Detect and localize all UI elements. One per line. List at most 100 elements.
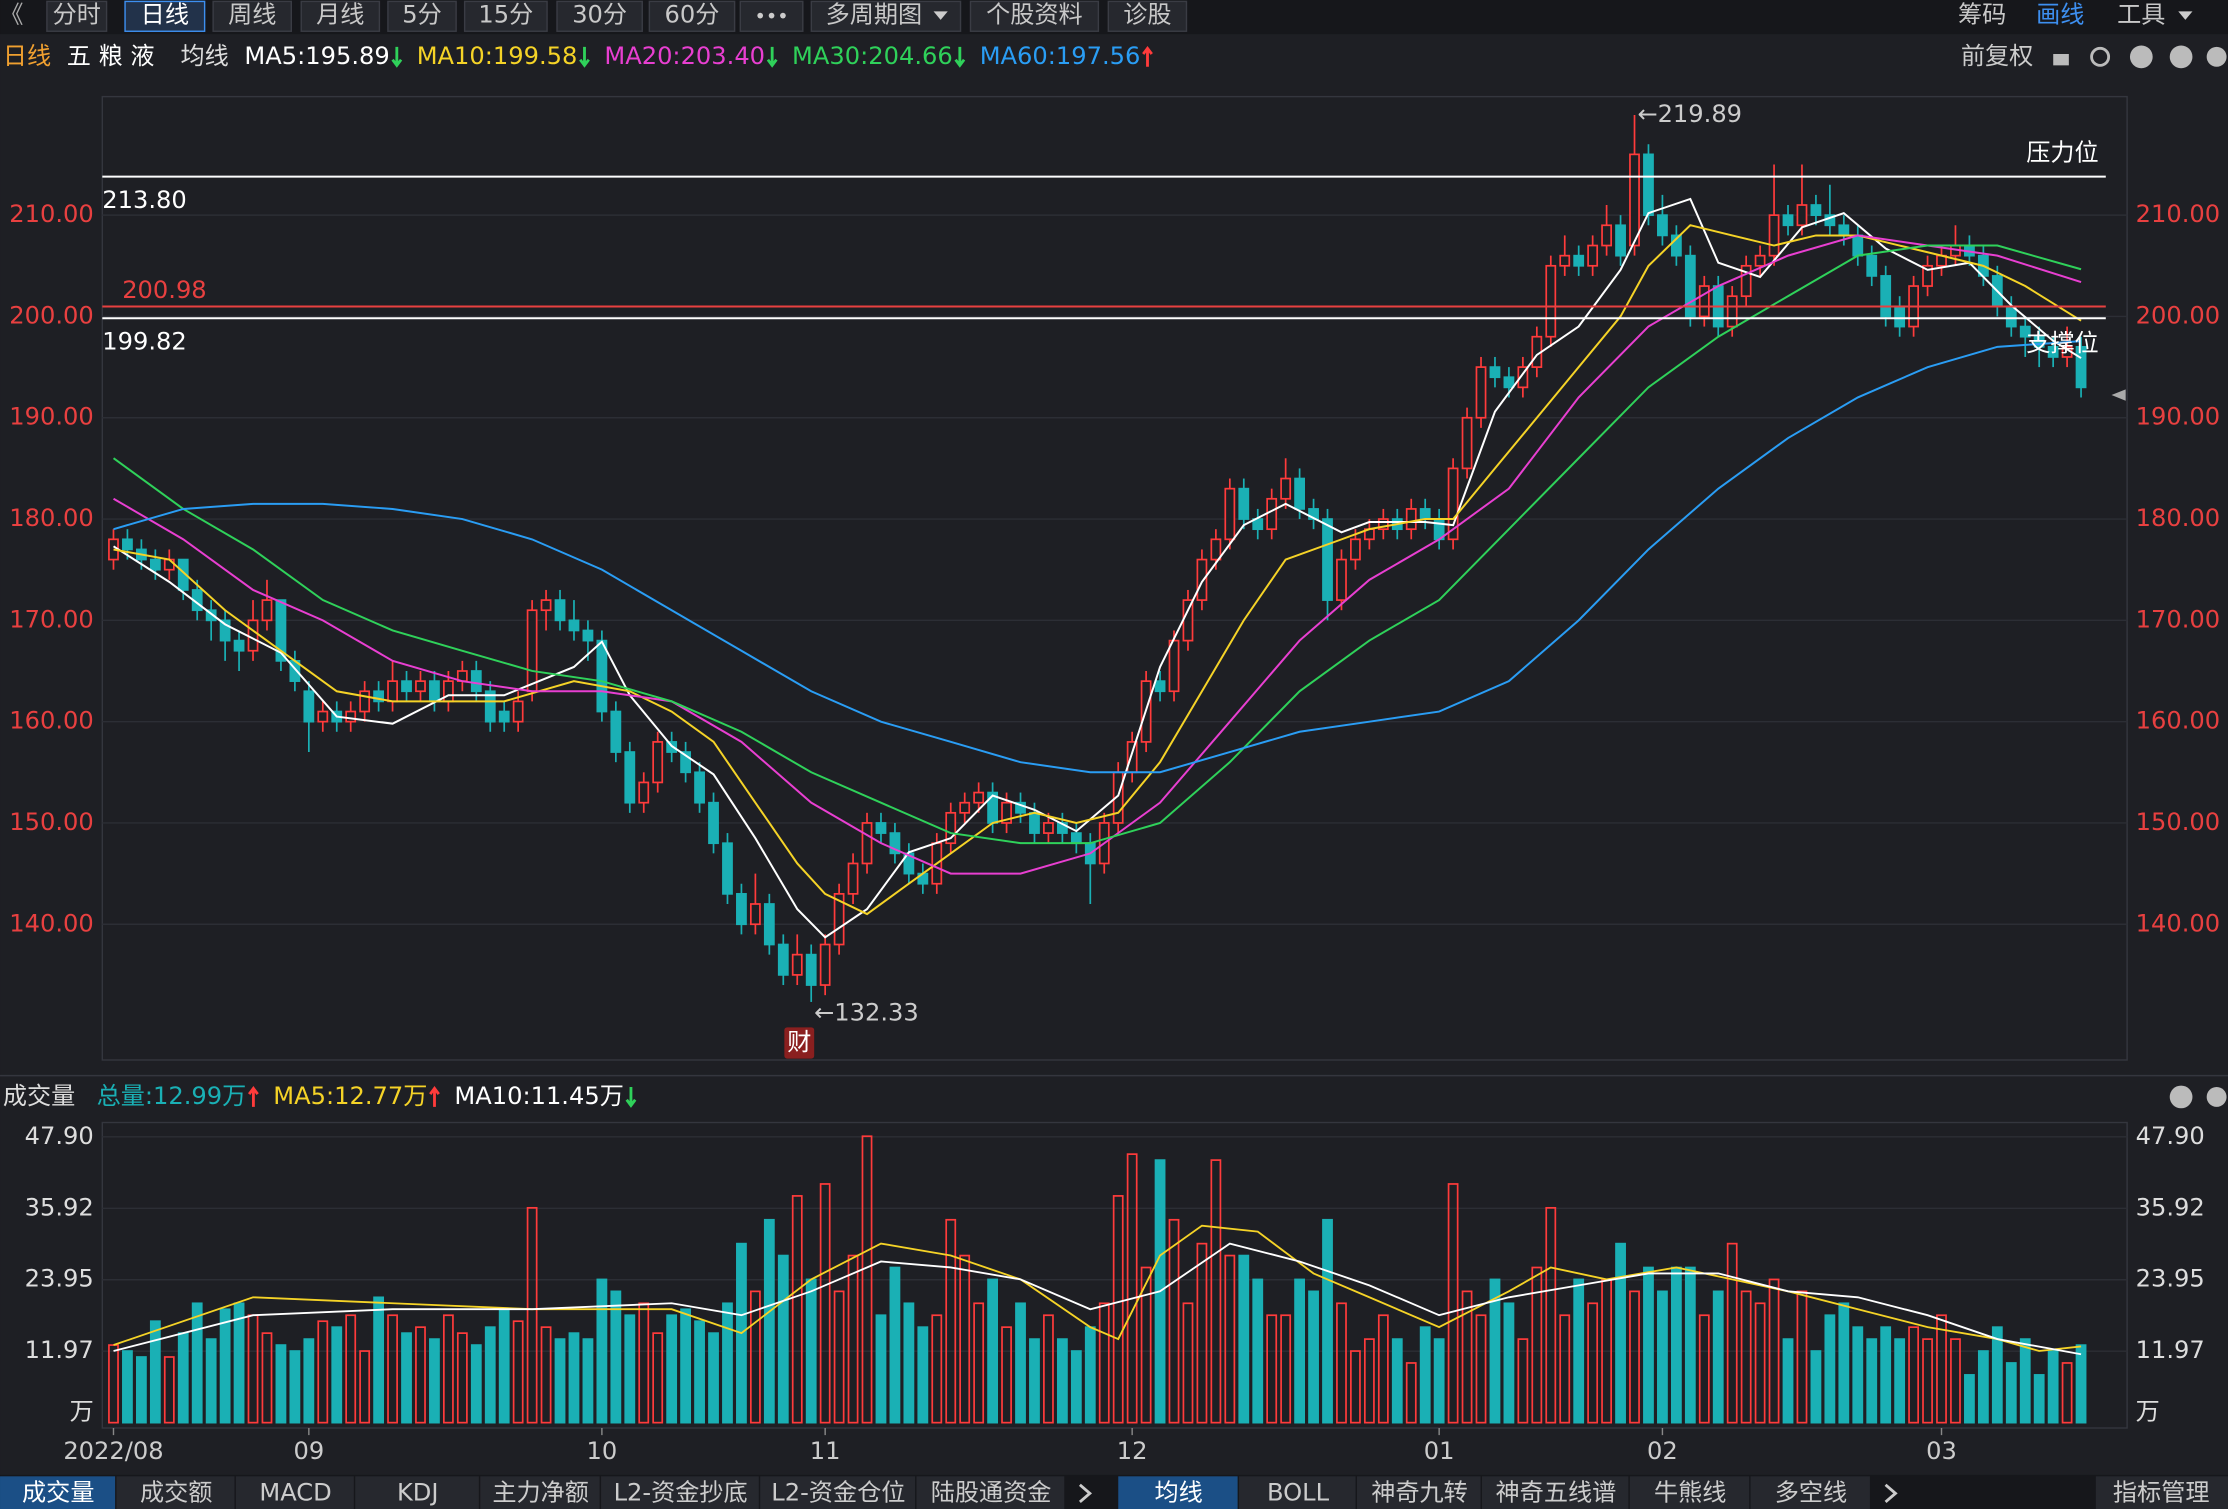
toolbar-right[interactable]: 筹码 — [1958, 1, 2006, 29]
candle-body — [833, 893, 845, 946]
tab-label[interactable]: 均线 — [1155, 1478, 1203, 1506]
more-dot — [757, 12, 764, 19]
candle-body — [205, 609, 217, 622]
tab-label[interactable]: 牛熊线 — [1654, 1478, 1726, 1506]
toolbar-label[interactable]: 日线 — [141, 1, 189, 29]
close-icon[interactable] — [2169, 1085, 2193, 1109]
candle-body — [261, 599, 273, 622]
toolbar-button[interactable] — [300, 0, 381, 32]
volume-bar — [1043, 1314, 1054, 1424]
toolbar-button[interactable] — [1107, 0, 1188, 32]
toolbar-label[interactable]: 30分 — [572, 1, 627, 29]
toolbar-button[interactable] — [648, 0, 736, 32]
tab-label[interactable]: L2-资金仓位 — [771, 1478, 905, 1506]
candle-body — [1698, 285, 1710, 318]
toolbar-button[interactable] — [463, 0, 548, 32]
toolbar-label[interactable]: 5分 — [402, 1, 442, 29]
toolbar-right[interactable]: 画线 — [2036, 1, 2084, 29]
candle-body — [945, 811, 957, 845]
tab[interactable] — [1356, 1476, 1481, 1509]
x-tick-label: 01 — [1424, 1437, 1455, 1465]
toolbar-label[interactable]: 分时 — [53, 1, 101, 29]
dropdown-arrow — [933, 11, 948, 20]
toolbar-label[interactable]: 周线 — [228, 1, 276, 29]
candle-body — [2005, 305, 2017, 328]
tab[interactable] — [1482, 1476, 1629, 1509]
adjust-label[interactable]: 前复权 — [1961, 42, 2033, 70]
tab-label[interactable]: 主力净额 — [492, 1478, 589, 1506]
tab[interactable] — [355, 1476, 479, 1509]
tab-label[interactable]: 陆股通资金 — [931, 1478, 1052, 1506]
volume-bar — [931, 1314, 943, 1424]
volume-bar — [289, 1350, 301, 1424]
volume-bar — [1280, 1314, 1292, 1424]
finance-badge[interactable] — [784, 1027, 815, 1059]
tab[interactable] — [116, 1476, 235, 1509]
low-marker: ←132.33 — [814, 998, 919, 1026]
volume-bar — [1712, 1290, 1724, 1424]
tab-label[interactable]: KDJ — [397, 1478, 439, 1506]
tab[interactable] — [1629, 1476, 1750, 1509]
tab-label[interactable]: MACD — [259, 1478, 331, 1506]
candle-body — [722, 842, 733, 895]
level-label: 199.82 — [102, 327, 186, 355]
volume-bar — [1391, 1338, 1403, 1424]
y-tick-label-right: 47.90 — [2136, 1122, 2205, 1150]
toolbar-label[interactable]: 15分 — [478, 1, 533, 29]
tab-label[interactable]: 多空线 — [1775, 1478, 1847, 1506]
candle-body — [429, 680, 440, 703]
tab-scroll[interactable] — [1884, 1483, 1898, 1503]
tab[interactable] — [235, 1476, 354, 1509]
y-tick-label: 150.00 — [9, 808, 93, 836]
volume-bar — [484, 1326, 496, 1424]
toolbar-button[interactable] — [212, 0, 293, 32]
tab[interactable] — [601, 1476, 759, 1509]
toolbar-button[interactable] — [969, 0, 1100, 32]
tab[interactable] — [2095, 1476, 2228, 1509]
tab-scroll[interactable] — [1078, 1483, 1093, 1503]
x-tick-label: 2022/08 — [63, 1437, 163, 1465]
volume-bar — [666, 1314, 678, 1424]
tab[interactable] — [480, 1476, 600, 1509]
volume-bar — [456, 1332, 468, 1424]
settings-icon[interactable] — [2206, 1086, 2227, 1107]
toolbar-button[interactable] — [46, 0, 108, 32]
toolbar-button[interactable] — [387, 0, 457, 32]
volume-bar — [373, 1296, 385, 1424]
toolbar-button[interactable] — [556, 0, 643, 32]
tab[interactable] — [1118, 1476, 1238, 1509]
toolbar-right[interactable]: 工具 — [2117, 1, 2165, 29]
tab[interactable] — [0, 1476, 116, 1509]
toolbar-button[interactable] — [810, 0, 962, 32]
toolbar-label[interactable]: 多周期图 — [826, 1, 923, 29]
undo-icon[interactable] — [2090, 46, 2111, 67]
toolbar-label[interactable]: 个股资料 — [986, 1, 1083, 29]
zoom-in-icon[interactable] — [2129, 45, 2153, 69]
toolbar-label[interactable]: 60分 — [665, 1, 720, 29]
volume-bar — [1308, 1290, 1319, 1424]
tab[interactable] — [1239, 1476, 1356, 1509]
toolbar-label[interactable]: 诊股 — [1123, 1, 1171, 29]
candle-body — [1070, 832, 1082, 845]
toolbar-button[interactable] — [124, 0, 206, 32]
tab[interactable] — [760, 1476, 916, 1509]
tab-label[interactable]: 成交额 — [140, 1478, 212, 1506]
toolbar-label[interactable]: 月线 — [316, 1, 364, 29]
finance-badge-label[interactable]: 财 — [787, 1028, 811, 1056]
volume-ma-line — [113, 1224, 2082, 1352]
zoom-out-icon[interactable] — [2169, 45, 2193, 69]
tab-label[interactable]: 神奇五线谱 — [1496, 1478, 1617, 1506]
ma-line — [113, 224, 2082, 916]
tab-label[interactable]: BOLL — [1267, 1478, 1330, 1506]
tab[interactable] — [1750, 1476, 1870, 1509]
back-icon[interactable]: 《 — [0, 1, 23, 29]
candle-body — [1782, 214, 1794, 227]
tab[interactable] — [916, 1476, 1065, 1509]
tab-label[interactable]: L2-资金抄底 — [614, 1478, 748, 1506]
settings-icon[interactable] — [2206, 46, 2227, 67]
tab-label[interactable]: 神奇九转 — [1371, 1478, 1468, 1506]
tab-label[interactable]: 成交量 — [22, 1478, 94, 1506]
tab-label[interactable]: 指标管理 — [2113, 1478, 2210, 1506]
lock-icon[interactable] — [2053, 53, 2069, 66]
